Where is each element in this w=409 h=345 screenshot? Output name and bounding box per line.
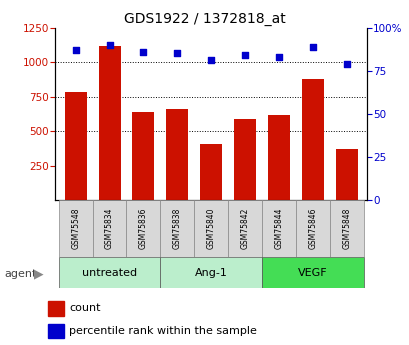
Text: GSM75548: GSM75548 xyxy=(71,208,80,249)
FancyBboxPatch shape xyxy=(194,200,227,257)
Text: VEGF: VEGF xyxy=(297,268,327,277)
Point xyxy=(309,44,315,49)
FancyBboxPatch shape xyxy=(227,200,261,257)
Text: GSM75838: GSM75838 xyxy=(172,208,181,249)
Text: GSM75840: GSM75840 xyxy=(206,208,215,249)
Bar xyxy=(301,79,323,200)
Bar xyxy=(65,92,86,200)
Text: GSM75834: GSM75834 xyxy=(105,208,114,249)
Text: Ang-1: Ang-1 xyxy=(194,268,227,277)
Bar xyxy=(234,119,255,200)
Bar xyxy=(132,112,154,200)
FancyBboxPatch shape xyxy=(58,200,92,257)
Text: count: count xyxy=(69,303,100,313)
FancyBboxPatch shape xyxy=(329,200,363,257)
Bar xyxy=(166,109,188,200)
Text: GDS1922 / 1372818_at: GDS1922 / 1372818_at xyxy=(124,12,285,26)
Text: untreated: untreated xyxy=(82,268,137,277)
Point xyxy=(72,47,79,53)
FancyBboxPatch shape xyxy=(261,200,295,257)
FancyBboxPatch shape xyxy=(160,257,261,288)
FancyBboxPatch shape xyxy=(160,200,194,257)
Bar xyxy=(98,46,120,200)
Bar xyxy=(335,149,357,200)
Text: GSM75848: GSM75848 xyxy=(341,208,350,249)
Text: GSM75846: GSM75846 xyxy=(308,208,317,249)
FancyBboxPatch shape xyxy=(261,257,363,288)
Text: agent: agent xyxy=(4,269,36,279)
Point xyxy=(241,52,248,58)
Point xyxy=(106,42,112,48)
Text: ▶: ▶ xyxy=(34,268,43,281)
Bar xyxy=(48,301,63,316)
FancyBboxPatch shape xyxy=(58,257,160,288)
Bar xyxy=(267,115,289,200)
Point xyxy=(342,61,349,67)
Point xyxy=(173,51,180,56)
Point xyxy=(207,58,214,63)
Point xyxy=(140,49,146,55)
FancyBboxPatch shape xyxy=(126,200,160,257)
Text: percentile rank within the sample: percentile rank within the sample xyxy=(69,326,256,336)
Text: GSM75836: GSM75836 xyxy=(139,208,148,249)
FancyBboxPatch shape xyxy=(295,200,329,257)
FancyBboxPatch shape xyxy=(92,200,126,257)
Text: GSM75844: GSM75844 xyxy=(274,208,283,249)
Text: GSM75842: GSM75842 xyxy=(240,208,249,249)
Bar xyxy=(200,144,222,200)
Bar xyxy=(48,324,63,338)
Point xyxy=(275,54,281,60)
